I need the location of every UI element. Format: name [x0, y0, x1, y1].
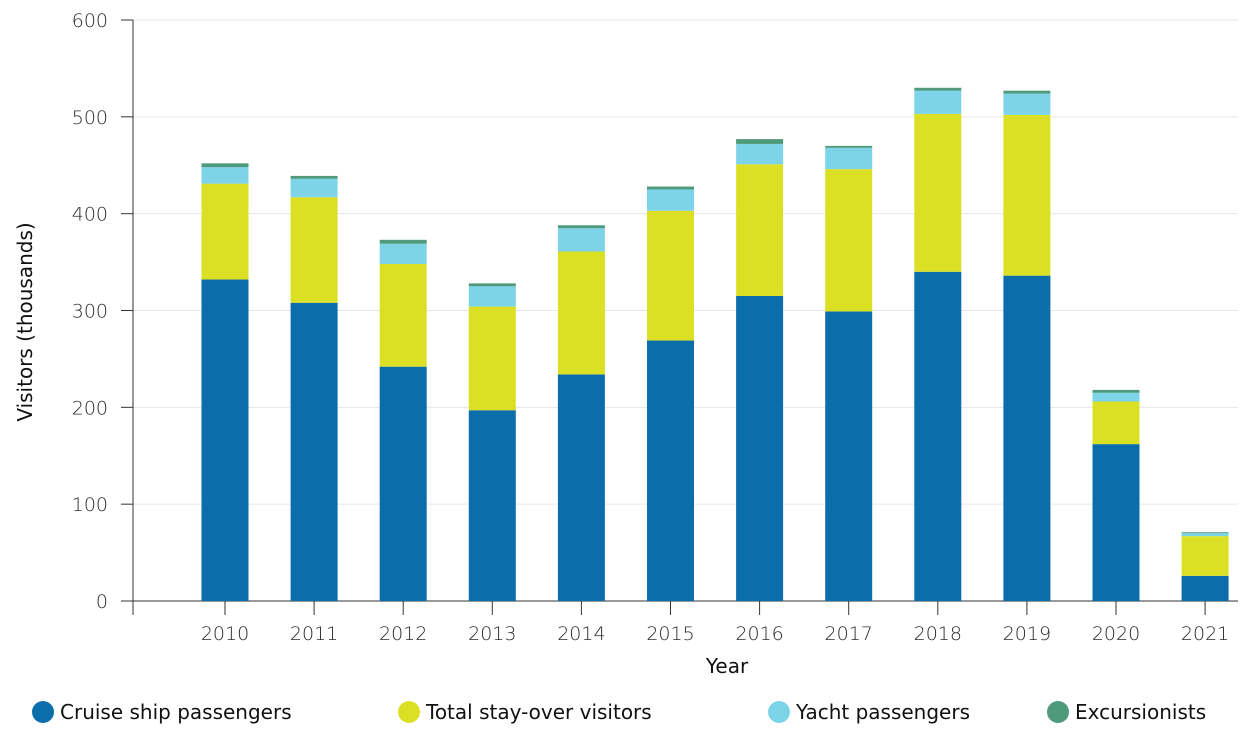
- bar-segment: [825, 311, 873, 601]
- bar-segment: [647, 186, 694, 190]
- bar-segment: [736, 295, 784, 601]
- y-tick-label: 0: [96, 591, 108, 613]
- bar-segment: [290, 178, 338, 198]
- bar-segment: [1092, 389, 1140, 393]
- x-tick-label: 2018: [914, 623, 962, 645]
- y-tick-label: 600: [72, 10, 108, 32]
- x-tick-label: 2012: [379, 623, 427, 645]
- bars: [201, 87, 1229, 601]
- bar-segment: [1181, 536, 1229, 576]
- bar-segment: [201, 183, 249, 280]
- bar-segment: [468, 286, 516, 307]
- y-tick-label: 500: [72, 107, 108, 129]
- bar-segment: [379, 243, 427, 265]
- legend-marker: [398, 701, 420, 723]
- bar-segment: [557, 251, 605, 375]
- bar-segment: [736, 143, 784, 165]
- bar-segment: [201, 163, 249, 168]
- legend-marker: [768, 701, 790, 723]
- bar-segment: [379, 239, 427, 244]
- x-tick-label: 2016: [735, 623, 783, 645]
- bar-segment: [914, 113, 962, 272]
- legend-marker: [32, 701, 54, 723]
- x-tick-label: 2021: [1181, 623, 1229, 645]
- tick-labels: 0 100 200 300 400 500 600 2010 2011 2012 2013 2014 2…: [72, 10, 1230, 645]
- bar-segment: [736, 139, 784, 144]
- legend-item-stayover: Total stay-over visitors: [398, 700, 652, 724]
- bar-segment: [468, 410, 516, 601]
- y-tick-label: 400: [72, 204, 108, 226]
- bar-segment: [647, 210, 694, 341]
- bar-segment: [1092, 444, 1140, 601]
- legend-label: Excursionists: [1075, 700, 1207, 724]
- bar-segment: [1181, 575, 1229, 601]
- legend-item-yacht: Yacht passengers: [768, 700, 970, 724]
- x-tick-label: 2019: [1003, 623, 1051, 645]
- bar-segment: [201, 279, 249, 601]
- bar-segment: [825, 145, 873, 148]
- bar-segment: [647, 189, 694, 211]
- bar-segment: [736, 164, 784, 296]
- legend-label: Cruise ship passengers: [60, 700, 292, 724]
- bar-segment: [1181, 533, 1229, 537]
- legend-label: Yacht passengers: [796, 700, 971, 724]
- x-tick-label: 2015: [646, 623, 694, 645]
- bar-segment: [290, 175, 338, 179]
- bar-segment: [825, 169, 873, 312]
- bar-segment: [1003, 275, 1051, 601]
- y-tick-label: 200: [72, 397, 108, 419]
- legend-label: Total stay-over visitors: [426, 700, 652, 724]
- bar-segment: [557, 228, 605, 252]
- bar-segment: [1003, 93, 1051, 115]
- bar-segment: [379, 264, 427, 367]
- bar-segment: [914, 87, 962, 91]
- legend-item-cruise: Cruise ship passengers: [32, 700, 292, 724]
- x-tick-label: 2020: [1092, 623, 1140, 645]
- bar-segment: [914, 90, 962, 114]
- bar-segment: [647, 340, 694, 601]
- x-tick-label: 2017: [825, 623, 873, 645]
- bar-segment: [825, 147, 873, 170]
- legend-marker: [1047, 701, 1069, 723]
- bar-segment: [557, 225, 605, 229]
- y-tick-label: 300: [72, 301, 108, 323]
- y-tick-label: 100: [72, 494, 108, 516]
- legend-item-excursionists: Excursionists: [1047, 700, 1206, 724]
- x-tick-label: 2013: [468, 623, 516, 645]
- bar-segment: [290, 197, 338, 303]
- bar-segment: [1181, 532, 1229, 534]
- x-tick-label: 2010: [201, 623, 249, 645]
- bar-segment: [468, 283, 516, 287]
- bar-segment: [914, 271, 962, 601]
- bar-segment: [1003, 90, 1051, 94]
- y-axis-title: Visitors (thousands): [13, 222, 37, 421]
- bar-segment: [468, 306, 516, 411]
- x-tick-label: 2011: [290, 623, 338, 645]
- legend: Cruise ship passengers Total stay-over v…: [0, 700, 1252, 731]
- bar-segment: [379, 366, 427, 601]
- bar-segment: [1092, 392, 1140, 402]
- x-axis-title: Year: [705, 654, 749, 678]
- bar-segment: [290, 302, 338, 601]
- bar-segment: [1092, 401, 1140, 445]
- bar-segment: [557, 374, 605, 601]
- bar-segment: [201, 167, 249, 184]
- bar-segment: [1003, 114, 1051, 276]
- x-tick-label: 2014: [557, 623, 605, 645]
